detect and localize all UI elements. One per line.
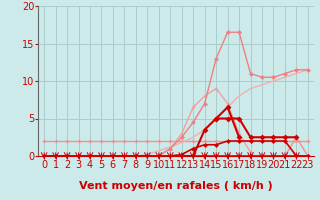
X-axis label: Vent moyen/en rafales ( km/h ): Vent moyen/en rafales ( km/h ) [79, 181, 273, 191]
